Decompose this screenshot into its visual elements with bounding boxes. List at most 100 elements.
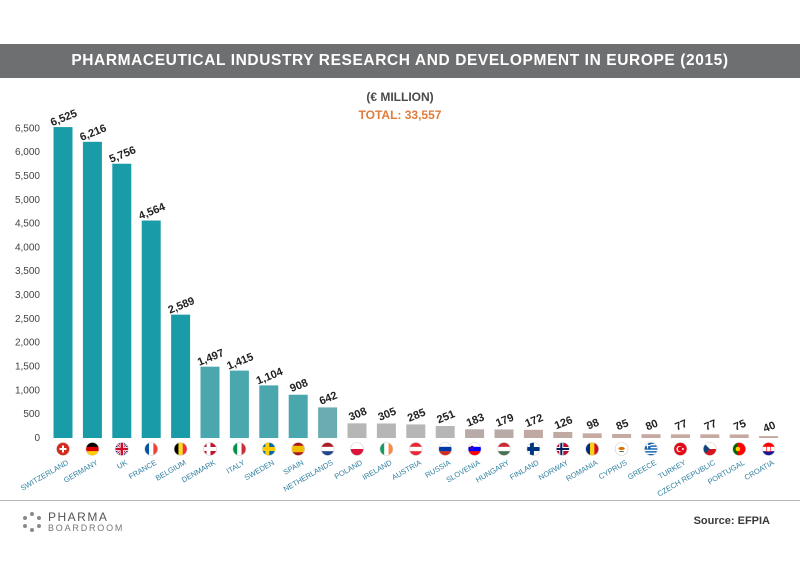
sweden-flag-icon xyxy=(262,442,276,456)
y-tick-label: 5,000 xyxy=(15,195,40,206)
flag-ring xyxy=(144,442,158,456)
flag-ring xyxy=(350,442,364,456)
bar xyxy=(406,424,426,438)
flag-ring xyxy=(203,442,217,456)
bar xyxy=(288,394,308,438)
value-label: 1,415 xyxy=(225,351,255,372)
value-label: 1,104 xyxy=(255,366,286,388)
flag-ring xyxy=(497,442,511,456)
y-tick-label: 6,000 xyxy=(15,147,40,158)
bar xyxy=(171,314,191,438)
bar xyxy=(318,407,338,438)
bar xyxy=(141,220,161,438)
y-tick-label: 0 xyxy=(34,433,40,444)
value-label: 179 xyxy=(494,412,516,430)
poland-flag-icon xyxy=(350,442,364,456)
bar xyxy=(200,366,220,438)
value-label: 6,216 xyxy=(78,122,108,143)
value-label: 40 xyxy=(762,419,778,435)
flag-ring xyxy=(85,442,100,456)
flag-ring xyxy=(320,442,335,456)
value-label: 183 xyxy=(465,411,487,429)
y-tick-label: 4,000 xyxy=(15,242,40,253)
flag-ring xyxy=(56,442,70,456)
flag-ring xyxy=(261,442,276,456)
footer-divider xyxy=(0,500,800,501)
chart-title-bar: PHARMACEUTICAL INDUSTRY RESEARCH AND DEV… xyxy=(0,44,800,78)
bar xyxy=(53,127,73,439)
category-label: CROATIA xyxy=(743,458,776,482)
source-label: Source: EFPIA xyxy=(693,515,770,527)
spain-flag-icon xyxy=(291,442,305,456)
bar xyxy=(759,436,779,438)
croatia-flag-icon xyxy=(762,442,776,456)
value-label: 75 xyxy=(732,418,748,434)
flag-ring xyxy=(555,442,570,456)
flag-ring xyxy=(673,442,688,456)
y-tick-label: 6,500 xyxy=(15,123,40,134)
russia-flag-icon xyxy=(438,442,452,456)
bar xyxy=(112,163,132,438)
bar xyxy=(523,429,543,438)
bar xyxy=(465,429,485,438)
y-tick-label: 4,500 xyxy=(15,219,40,230)
value-label: 126 xyxy=(553,414,575,432)
denmark-flag-icon xyxy=(203,442,217,456)
flag-ring xyxy=(467,442,482,456)
flag-ring xyxy=(173,442,188,456)
norway-flag-icon xyxy=(556,442,570,456)
flag-ring xyxy=(644,442,658,456)
flag-ring xyxy=(379,442,394,456)
y-tick-label: 2,500 xyxy=(15,314,40,325)
flag-ring xyxy=(232,442,247,456)
category-label: ITALY xyxy=(225,458,247,476)
value-label: 77 xyxy=(673,418,689,434)
value-label: 1,497 xyxy=(196,347,226,368)
y-tick-label: 3,500 xyxy=(15,266,40,277)
y-tick-label: 5,500 xyxy=(15,171,40,182)
category-label: CYPRUS xyxy=(597,458,629,481)
y-tick-label: 1,500 xyxy=(15,362,40,373)
chart-title: PHARMACEUTICAL INDUSTRY RESEARCH AND DEV… xyxy=(71,52,729,69)
value-label: 172 xyxy=(524,412,546,430)
netherlands-flag-icon xyxy=(321,442,335,456)
bar xyxy=(553,431,573,438)
czech-republic-flag-icon xyxy=(703,442,717,456)
y-tick-label: 500 xyxy=(23,409,40,420)
value-label: 5,756 xyxy=(108,144,138,165)
flag-ring xyxy=(732,442,747,456)
bar xyxy=(612,433,632,438)
category-label: UK xyxy=(115,458,129,471)
category-label: DENMARK xyxy=(180,458,217,485)
value-label: 85 xyxy=(615,417,631,433)
y-tick-label: 1,000 xyxy=(15,385,40,396)
bar xyxy=(641,434,661,438)
value-label: 251 xyxy=(435,408,457,426)
ireland-flag-icon xyxy=(379,442,393,456)
value-label: 6,525 xyxy=(49,108,79,129)
category-label: ROMANIA xyxy=(564,458,599,483)
category-label: HUNGARY xyxy=(474,458,511,484)
france-flag-icon xyxy=(144,442,158,456)
category-label: SWEDEN xyxy=(243,458,276,482)
value-label: 4,564 xyxy=(137,201,168,223)
bar xyxy=(229,370,249,438)
bar xyxy=(582,433,602,438)
flag-ring xyxy=(614,442,629,456)
y-tick-label: 3,000 xyxy=(15,290,40,301)
value-label: 2,589 xyxy=(166,295,196,316)
value-label: 642 xyxy=(318,390,340,408)
flag-ring xyxy=(526,442,541,456)
value-label: 908 xyxy=(288,377,310,395)
bar xyxy=(347,423,367,438)
value-label: 305 xyxy=(377,406,399,424)
uk-flag-icon xyxy=(115,442,129,456)
bar xyxy=(670,434,690,438)
slovenia-flag-icon xyxy=(468,442,482,456)
italy-flag-icon xyxy=(232,442,246,456)
greece-flag-icon xyxy=(644,442,658,456)
bar xyxy=(259,385,279,438)
logo-text-bottom: BOARDROOM xyxy=(48,523,125,533)
flag-ring xyxy=(438,442,453,456)
hungary-flag-icon xyxy=(497,442,511,456)
